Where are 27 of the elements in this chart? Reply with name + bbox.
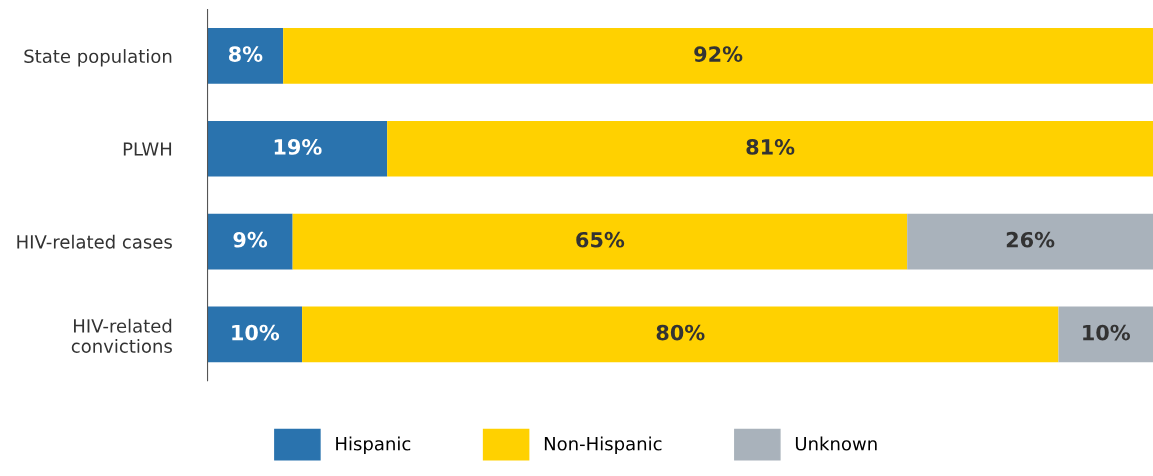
bar (907, 213, 1153, 270)
y-tick-label: HIV-related cases (17, 234, 172, 249)
bar (207, 120, 388, 177)
bar (302, 306, 1059, 363)
bar (207, 28, 284, 84)
data-label: 81% (746, 139, 795, 155)
bar (387, 120, 1153, 177)
y-tick-label: State population (24, 49, 172, 67)
bar (1058, 306, 1153, 363)
legend-label: Non-Hispanic (544, 436, 662, 455)
y-tick-label: PLWH (123, 142, 172, 156)
data-label: 9% (233, 231, 268, 248)
bar (207, 213, 293, 270)
data-label: 26% (1006, 231, 1055, 248)
data-label: 80% (656, 324, 705, 341)
bar (283, 28, 1153, 84)
y-tick-label: HIV-related convictions (71, 318, 172, 353)
data-label: 19% (274, 139, 322, 155)
data-label: 10% (232, 324, 280, 341)
legend-label: Unknown (795, 436, 877, 451)
data-label: 65% (576, 231, 625, 248)
data-label: 92% (694, 46, 743, 62)
legend-label: Hispanic (336, 436, 411, 455)
data-label: 8% (228, 46, 263, 62)
data-label: 10% (1083, 324, 1130, 341)
bar (292, 213, 908, 270)
bar (207, 306, 303, 363)
